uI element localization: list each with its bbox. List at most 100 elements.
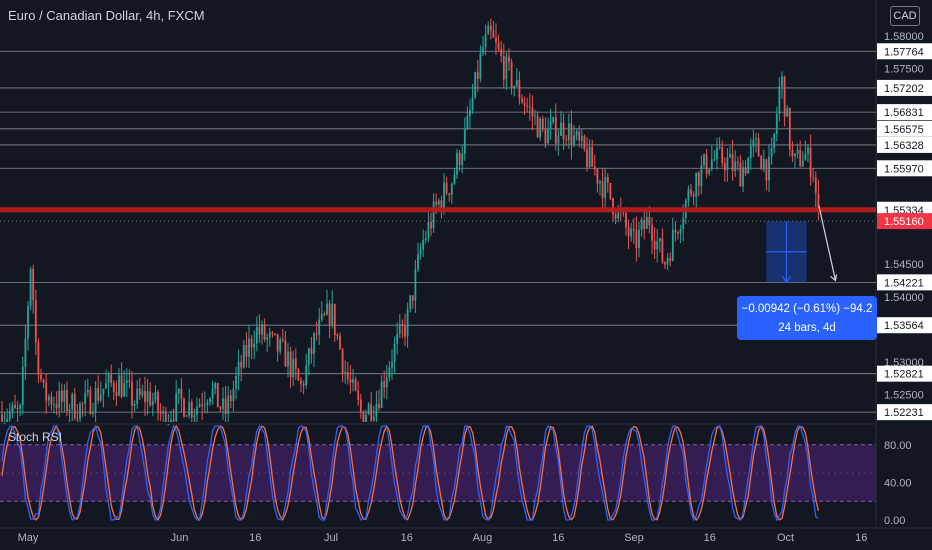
candle-body xyxy=(471,97,474,110)
price-axis-label: 1.56328 xyxy=(884,140,924,152)
candle-body xyxy=(669,258,672,261)
candle-body xyxy=(692,194,695,197)
level-price-badge xyxy=(877,274,932,291)
candle-body xyxy=(755,138,757,140)
candle-body xyxy=(682,218,685,229)
candle-body xyxy=(814,177,817,194)
candle-body xyxy=(151,400,154,406)
candle-body xyxy=(731,153,734,172)
candle-body xyxy=(729,153,731,158)
candle-body xyxy=(245,345,248,357)
candle-body xyxy=(742,167,744,187)
candle-body xyxy=(736,161,739,164)
candle-body xyxy=(770,148,773,157)
candle-body xyxy=(690,189,692,195)
candle-body xyxy=(424,237,427,241)
candle-body xyxy=(757,138,760,157)
candle-body xyxy=(323,313,326,315)
candle-body xyxy=(235,376,237,389)
candle-body xyxy=(115,391,118,396)
candle-body xyxy=(172,419,175,422)
time-axis-label: 16 xyxy=(704,532,716,544)
candle-body xyxy=(484,34,487,48)
candle-body xyxy=(786,107,789,117)
candle-body xyxy=(489,25,492,31)
candle-body xyxy=(141,390,144,396)
candle-body xyxy=(302,383,305,386)
candle-body xyxy=(658,238,661,242)
candle-body xyxy=(422,240,425,250)
candle-body xyxy=(320,313,323,320)
time-axis-label: 16 xyxy=(855,532,867,544)
candle-body xyxy=(14,404,16,409)
candle-body xyxy=(263,324,266,340)
candle-body xyxy=(567,123,570,140)
candle-body xyxy=(237,361,240,377)
candle-body xyxy=(812,176,815,178)
candle-body xyxy=(383,381,386,388)
candle-body xyxy=(196,406,198,416)
candle-body xyxy=(206,402,209,405)
candle-body xyxy=(341,349,344,374)
candle-body xyxy=(89,389,92,414)
price-axis-label: 1.53564 xyxy=(884,320,924,332)
stoch-k-line xyxy=(1,424,819,522)
candle-body xyxy=(339,335,341,350)
candle-body xyxy=(458,152,461,165)
candle-body xyxy=(570,123,573,146)
price-axis-label: 1.55160 xyxy=(884,216,924,228)
candle-body xyxy=(349,378,352,383)
candle-body xyxy=(565,139,568,141)
candle-body xyxy=(183,398,185,417)
candle-body xyxy=(575,131,578,136)
candle-body xyxy=(149,391,152,406)
symbol-title: Euro / Canadian Dollar, 4h, FXCM xyxy=(8,8,205,23)
candle-body xyxy=(258,326,261,335)
candle-body xyxy=(32,268,35,301)
candle-body xyxy=(518,80,521,99)
candle-body xyxy=(281,339,284,341)
candle-body xyxy=(354,379,357,391)
currency-button[interactable]: CAD xyxy=(890,6,920,26)
candle-body xyxy=(604,177,607,199)
candle-body xyxy=(190,402,193,418)
time-axis-label: 16 xyxy=(401,532,413,544)
candle-body xyxy=(94,388,97,412)
time-axis-label: Jul xyxy=(324,532,338,544)
candle-body xyxy=(248,338,250,357)
candle-body xyxy=(453,174,456,184)
candle-body xyxy=(687,189,690,201)
candle-body xyxy=(203,404,206,406)
candle-body xyxy=(315,333,318,335)
candle-body xyxy=(84,392,87,404)
candle-body xyxy=(440,200,443,210)
candle-body xyxy=(11,404,14,413)
candle-body xyxy=(469,109,471,117)
candle-body xyxy=(510,62,513,89)
candle-body xyxy=(515,80,518,86)
candle-body xyxy=(250,338,253,348)
candle-body xyxy=(268,332,271,338)
candle-body xyxy=(528,106,531,108)
candle-body xyxy=(81,403,84,405)
candle-body xyxy=(466,116,469,129)
candle-body xyxy=(718,146,721,148)
candle-body xyxy=(219,407,222,409)
candle-body xyxy=(120,375,123,397)
candle-body xyxy=(1,414,3,422)
stoch-d-line xyxy=(1,424,820,522)
candle-body xyxy=(495,37,497,43)
time-axis-label: May xyxy=(18,532,39,544)
candle-body xyxy=(432,201,435,229)
candle-body xyxy=(128,380,131,382)
candle-body xyxy=(664,262,666,265)
candle-body xyxy=(175,393,178,422)
candle-body xyxy=(279,339,282,352)
measure-bars: 24 bars, 4d xyxy=(778,322,836,334)
candle-body xyxy=(242,345,245,368)
candle-body xyxy=(307,348,310,366)
time-axis-label: Oct xyxy=(777,532,794,544)
candle-body xyxy=(461,153,464,165)
candle-body xyxy=(112,382,115,392)
